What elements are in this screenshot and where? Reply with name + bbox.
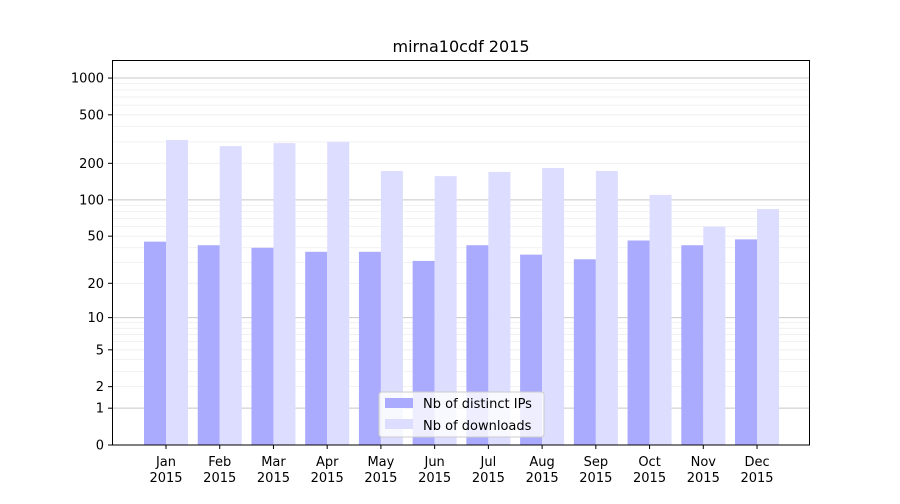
bar-downloads [649, 194, 672, 445]
bar-distinct-ips [197, 245, 220, 445]
x-tick-label: 2015 [472, 471, 505, 486]
x-tick-label: 2015 [364, 471, 397, 486]
y-tick-label: 1 [96, 402, 104, 417]
x-tick-label: Apr [316, 455, 339, 470]
bar-distinct-ips [681, 245, 704, 445]
legend-label-ips: Nb of distinct IPs [423, 397, 532, 412]
x-tick-label: 2015 [687, 471, 720, 486]
bar-distinct-ips [144, 241, 166, 445]
bar-downloads [380, 170, 403, 445]
x-tick-label: Feb [208, 455, 231, 470]
x-tick-label: Oct [638, 455, 660, 470]
y-tick-label: 5 [96, 343, 104, 358]
x-tick-label: Jan [155, 455, 176, 470]
y-tick-label: 20 [87, 277, 104, 292]
bar-downloads [166, 139, 188, 445]
x-tick-label: 2015 [633, 471, 666, 486]
bar-downloads [488, 171, 511, 445]
legend-label-downloads: Nb of downloads [423, 419, 532, 434]
x-tick-label: 2015 [418, 471, 451, 486]
bar-downloads [434, 176, 457, 445]
bar-downloads [273, 143, 296, 445]
chart-title: mirna10cdf 2015 [392, 37, 529, 56]
axes-frame [112, 60, 810, 446]
x-tick-label: 2015 [311, 471, 344, 486]
x-tick-label: Aug [529, 455, 554, 470]
y-tick-label: 10 [87, 311, 104, 326]
x-tick-label: Nov [691, 455, 717, 470]
x-tick-label: 2015 [203, 471, 236, 486]
bar-distinct-ips [627, 240, 650, 445]
bar-downloads [219, 146, 242, 445]
bar-downloads [757, 209, 780, 445]
x-tick-label: Sep [584, 455, 609, 470]
y-tick-label: 100 [79, 193, 104, 208]
legend-swatch-ips [385, 398, 413, 408]
bar-distinct-ips [573, 259, 596, 445]
x-axis: Jan2015Feb2015Mar2015Apr2015May2015Jun20… [149, 445, 774, 486]
legend-box [378, 391, 545, 438]
y-axis: 0 1 2 5 10 20 50 100 200 500 1000 [71, 72, 112, 454]
x-tick-label: 2015 [526, 471, 559, 486]
x-tick-label: 2015 [740, 471, 773, 486]
bar-downloads [703, 226, 726, 445]
x-tick-label: 2015 [579, 471, 612, 486]
bar-distinct-ips [358, 251, 381, 445]
x-tick-label: Mar [261, 455, 286, 470]
x-tick-label: 2015 [257, 471, 290, 486]
x-tick-label: May [367, 455, 394, 470]
y-tick-label: 200 [79, 157, 104, 172]
legend-swatch-downloads [385, 419, 413, 429]
legend: Nb of distinct IPs Nb of downloads [378, 391, 545, 438]
bar-distinct-ips [735, 239, 758, 445]
bar-distinct-ips [305, 251, 328, 445]
x-tick-label: Jul [480, 455, 497, 470]
y-tick-label: 50 [87, 230, 104, 245]
bar-downloads [327, 141, 350, 445]
y-tick-label: 0 [96, 439, 104, 454]
x-tick-label: Dec [744, 455, 769, 470]
y-tick-label: 2 [96, 380, 104, 395]
bar-distinct-ips [251, 247, 274, 445]
x-tick-label: 2015 [149, 471, 182, 486]
y-tick-label: 1000 [71, 72, 104, 87]
y-tick-label: 500 [79, 108, 104, 123]
bar-downloads [542, 168, 565, 445]
x-tick-label: Jun [423, 455, 444, 470]
bar-downloads [595, 170, 618, 445]
